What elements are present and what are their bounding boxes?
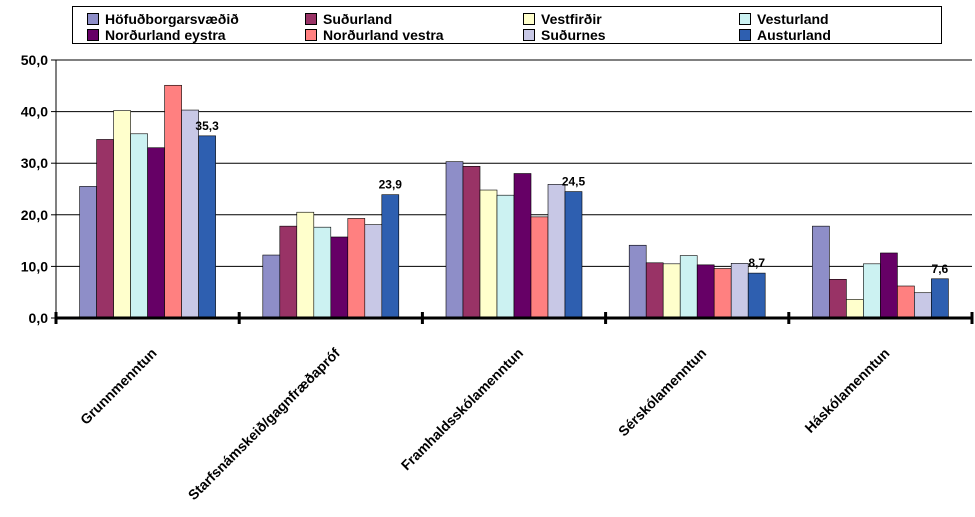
legend-label: Suðurnes <box>541 27 606 43</box>
legend-label: Norðurland eystra <box>105 27 226 43</box>
bar <box>747 272 766 319</box>
bar <box>564 191 583 319</box>
bar <box>198 135 216 319</box>
bar <box>662 263 681 319</box>
legend-item: Norðurland eystra <box>87 27 226 43</box>
y-tick-label: 0,0 <box>29 310 49 326</box>
bar <box>381 194 400 319</box>
legend-label: Austurland <box>757 27 831 43</box>
legend-label: Suðurland <box>323 11 393 27</box>
bar <box>296 211 315 319</box>
y-tick-label: 40,0 <box>21 104 48 120</box>
bar <box>730 263 749 319</box>
bar <box>863 263 881 319</box>
bar <box>513 173 532 319</box>
category-label: Háskólamenntun <box>801 345 892 436</box>
bar <box>96 139 114 319</box>
category-label: Sérskólamenntun <box>615 345 709 439</box>
bar <box>679 255 698 319</box>
legend-item: Suðurnes <box>523 27 606 43</box>
legend-swatch <box>523 29 535 41</box>
legend-label: Vestfirðir <box>541 11 602 27</box>
legend-item: Vesturland <box>739 11 829 27</box>
legend-label: Norðurland vestra <box>323 27 444 43</box>
legend-item: Vestfirðir <box>523 11 602 27</box>
bar <box>164 84 182 319</box>
bar <box>829 278 847 319</box>
bar <box>846 299 864 319</box>
bar <box>530 216 549 319</box>
legend-item: Austurland <box>739 27 831 43</box>
bar <box>897 285 915 319</box>
bar <box>479 189 498 319</box>
bar <box>181 109 199 319</box>
bar <box>113 110 131 319</box>
data-label: 35,3 <box>195 119 219 133</box>
bar <box>147 147 165 319</box>
category-label: Grunnmenntun <box>77 345 160 428</box>
legend-label: Vesturland <box>757 11 829 27</box>
bar <box>812 225 830 319</box>
data-label: 23,9 <box>379 178 403 192</box>
bar <box>547 184 566 319</box>
bar <box>130 133 148 319</box>
legend-label: Höfuðborgarsvæðið <box>105 11 239 27</box>
legend-item: Suðurland <box>305 11 392 27</box>
data-label: 24,5 <box>562 175 586 189</box>
bar <box>628 244 647 319</box>
category-label: Framhaldsskólamenntun <box>398 345 526 473</box>
legend-swatch <box>87 13 99 25</box>
data-label: 8,7 <box>748 256 765 270</box>
legend-swatch <box>739 29 751 41</box>
bar <box>462 165 481 319</box>
bar <box>645 262 664 319</box>
data-label: 7,6 <box>932 262 949 276</box>
legend-item: Höfuðborgarsvæðið <box>87 11 239 27</box>
y-tick-label: 20,0 <box>21 207 48 223</box>
category-label: Starfsnámskeið/gagnfræðapróf <box>185 345 343 503</box>
legend-item: Norðurland vestra <box>305 27 444 43</box>
bar <box>79 186 97 319</box>
legend-swatch <box>305 13 317 25</box>
y-tick-label: 30,0 <box>21 155 48 171</box>
bar <box>313 226 332 319</box>
legend-swatch <box>739 13 751 25</box>
y-tick-label: 50,0 <box>21 52 48 68</box>
legend-swatch <box>523 13 535 25</box>
bar <box>713 268 732 319</box>
y-tick-label: 10,0 <box>21 258 48 274</box>
bar <box>445 161 464 319</box>
bar <box>347 218 366 319</box>
legend: Höfuðborgarsvæðið Suðurland Vestfirðir Vest… <box>72 6 942 44</box>
legend-swatch <box>305 29 317 41</box>
bar <box>262 254 281 319</box>
bar <box>496 194 515 319</box>
bar <box>914 292 932 319</box>
bar <box>330 236 349 319</box>
bar <box>931 278 949 319</box>
bar <box>279 225 298 319</box>
bar <box>364 224 383 319</box>
bar <box>880 252 898 319</box>
legend-swatch <box>87 29 99 41</box>
bar <box>696 264 715 319</box>
